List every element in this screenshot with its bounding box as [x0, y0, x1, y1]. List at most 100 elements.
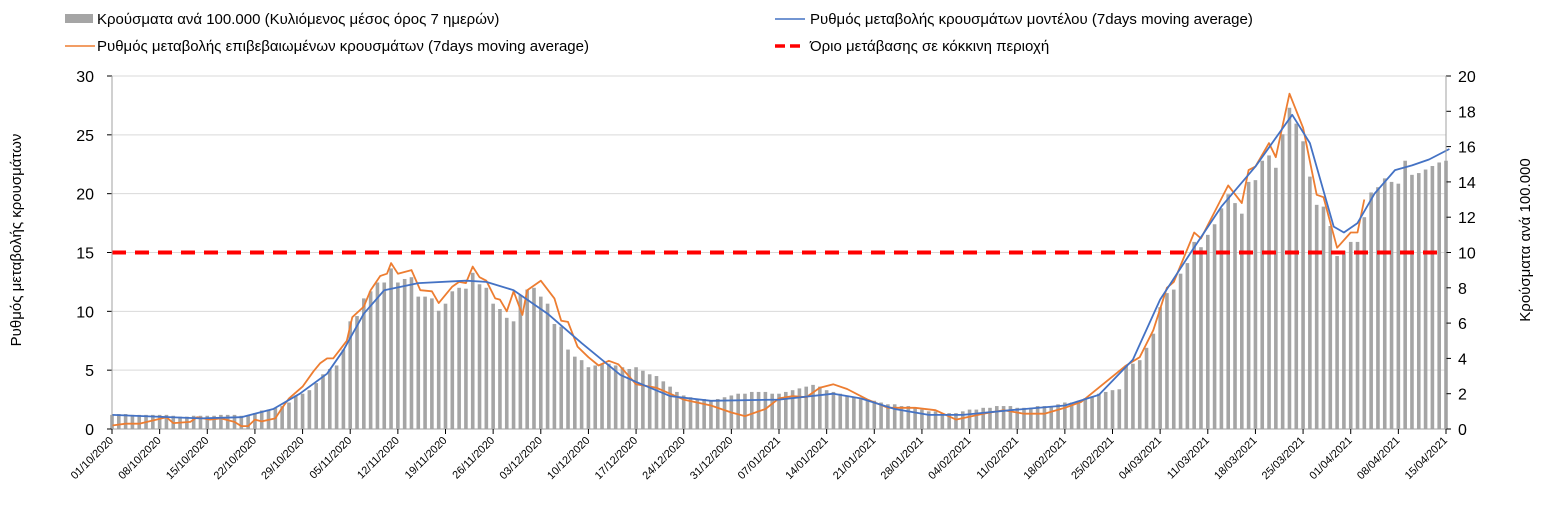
x-tick-label: 01/10/2020: [69, 435, 116, 482]
bar: [736, 393, 740, 429]
bar: [327, 368, 332, 429]
bar: [947, 413, 951, 429]
bar: [164, 414, 169, 429]
bar: [484, 287, 489, 429]
bar: [1083, 398, 1088, 429]
bar: [389, 268, 393, 429]
bar: [940, 413, 945, 429]
bar: [151, 414, 155, 429]
bar: [1403, 160, 1407, 429]
bar: [1178, 273, 1183, 429]
y-right-tick-label: 6: [1458, 316, 1467, 333]
bar: [280, 406, 284, 429]
gridlines: [112, 75, 1446, 371]
bar: [818, 386, 822, 429]
x-tick-label: 28/01/2021: [879, 435, 926, 482]
y-right-tick-label: 2: [1458, 387, 1467, 404]
bar: [1144, 347, 1149, 429]
bar: [1205, 234, 1210, 429]
x-tick-label: 10/12/2020: [545, 435, 592, 482]
bar: [1396, 183, 1401, 429]
bar: [205, 415, 210, 429]
bar: [988, 407, 992, 429]
y-right-tick-label: 20: [1458, 69, 1476, 86]
bar: [225, 414, 230, 429]
bar: [960, 411, 965, 429]
bar: [532, 287, 536, 429]
bar: [1314, 204, 1319, 429]
x-tick-label: 25/02/2021: [1069, 435, 1116, 482]
x-tick-label: 14/01/2021: [783, 435, 830, 482]
bar: [695, 398, 700, 429]
bar: [1437, 162, 1441, 430]
bar: [130, 414, 135, 429]
bar: [913, 407, 917, 429]
bar: [341, 349, 346, 429]
bar: [641, 370, 645, 429]
line-series: [111, 92, 1450, 428]
bar: [1335, 256, 1339, 429]
bar: [1015, 407, 1020, 429]
bar: [858, 398, 863, 429]
bar: [1369, 192, 1373, 429]
bar: [498, 308, 502, 429]
bar: [348, 321, 353, 429]
bar: [300, 393, 305, 429]
bar: [1246, 181, 1251, 429]
bar: [852, 397, 856, 429]
bar: [600, 363, 604, 429]
y-right-tick-label: 4: [1458, 351, 1467, 368]
bar: [1035, 406, 1040, 429]
bar: [470, 272, 475, 429]
bar: [402, 278, 407, 429]
bar: [552, 323, 557, 429]
x-tick-label: 26/11/2020: [450, 435, 497, 482]
legend-swatch-bars: [65, 14, 93, 23]
bar: [1416, 173, 1421, 429]
bar: [423, 296, 427, 429]
x-tick-label: 29/10/2020: [259, 435, 306, 482]
x-tick-label: 08/04/2021: [1355, 435, 1402, 482]
bar: [1090, 396, 1094, 429]
bar: [668, 386, 672, 429]
x-tick-label: 19/11/2020: [403, 435, 450, 482]
y-left-tick-label: 25: [76, 128, 94, 145]
bar: [1117, 389, 1122, 429]
x-tick-label: 08/10/2020: [116, 435, 163, 482]
bar: [1410, 174, 1414, 429]
bar: [477, 284, 482, 429]
bar: [709, 400, 713, 429]
bar: [443, 303, 448, 429]
bar: [450, 291, 455, 429]
bar: [926, 411, 931, 429]
bar: [1192, 241, 1196, 429]
y-left-tick-label: 20: [76, 187, 94, 204]
bar: [1287, 107, 1292, 430]
bar: [253, 413, 257, 429]
bar: [396, 282, 400, 429]
bar: [511, 321, 516, 429]
bar: [1301, 141, 1305, 429]
bar: [1355, 241, 1360, 429]
bar: [219, 414, 223, 429]
y-axis-left-title: Ρυθμός μεταβολής κρουσμάτων: [8, 134, 25, 347]
bar: [722, 397, 727, 429]
bar: [1267, 155, 1271, 430]
bar: [1063, 402, 1067, 429]
y-axis-right-title: Κρούσματα ανά 100.000: [1517, 158, 1534, 321]
bar: [1097, 393, 1101, 429]
bar: [1076, 400, 1081, 429]
bar: [613, 365, 618, 429]
bar: [307, 390, 312, 429]
bar: [409, 277, 414, 429]
y-right-tick-label: 0: [1458, 422, 1467, 439]
bar: [872, 400, 877, 429]
x-tick-label: 04/02/2021: [926, 435, 973, 482]
bar: [981, 407, 985, 429]
y-left-tick-label: 0: [85, 422, 94, 439]
y-right-tick-label: 10: [1458, 246, 1476, 263]
bar: [920, 409, 924, 429]
bar: [1321, 206, 1326, 429]
bar: [586, 367, 591, 429]
bar: [1240, 213, 1244, 429]
